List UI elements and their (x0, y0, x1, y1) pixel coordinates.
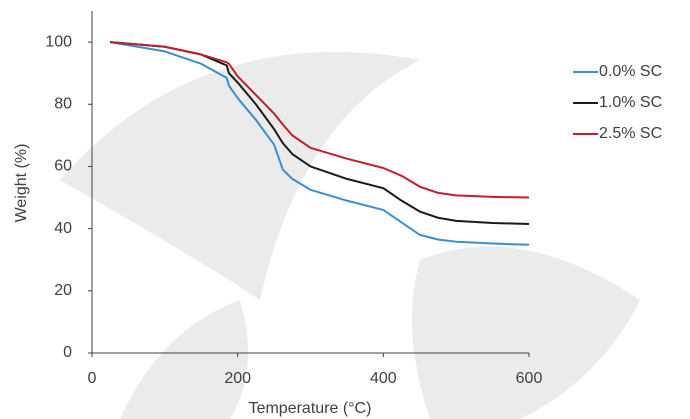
legend-label: 2.5% SC (599, 125, 662, 142)
x-tick-label: 600 (516, 370, 543, 387)
x-axis-title: Temperature (°C) (249, 400, 372, 417)
y-tick-label: 60 (54, 158, 72, 175)
x-tick-label: 200 (224, 370, 251, 387)
y-axis-title: Weight (%) (13, 144, 30, 223)
watermark (60, 52, 640, 419)
y-tick-label: 20 (54, 282, 72, 299)
y-tick-label: 80 (54, 95, 72, 112)
x-tick-label: 400 (370, 370, 397, 387)
line-series (110, 41, 530, 199)
watermark-shape (412, 246, 640, 419)
legend-label: 1.0% SC (599, 94, 662, 111)
y-tick-label: 0 (63, 344, 72, 361)
line-series (110, 41, 530, 225)
y-tick-label: 100 (45, 33, 72, 50)
watermark-shape (120, 300, 248, 419)
line-series (110, 41, 530, 246)
legend-label: 0.0% SC (599, 63, 662, 80)
x-tick-label: 0 (88, 370, 97, 387)
watermark-shape (60, 52, 420, 300)
y-tick-label: 40 (54, 220, 72, 237)
